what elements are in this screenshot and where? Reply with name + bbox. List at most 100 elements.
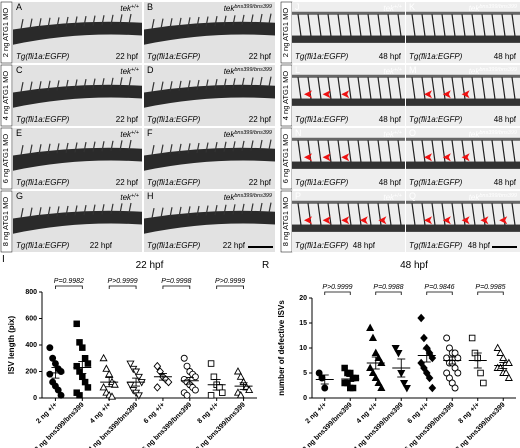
isv — [74, 16, 78, 27]
arrowhead — [499, 216, 508, 225]
arrowhead — [461, 153, 470, 162]
genotype-label: tekbns399/bns399 — [469, 193, 517, 202]
isv — [178, 80, 182, 91]
isv — [38, 207, 42, 218]
row-label: 2 ng ATG1 MO — [281, 8, 290, 58]
data-point — [501, 368, 511, 376]
arrowhead — [359, 216, 368, 225]
transgene-label: Tg(fli1a:EGFP) — [295, 241, 349, 250]
x-tick-label: 6 ng +/+ — [406, 401, 430, 425]
genotype: +/+ — [131, 4, 140, 10]
gene: tek — [120, 193, 132, 202]
isv — [56, 80, 60, 91]
isv — [481, 77, 486, 100]
data-point — [420, 363, 428, 373]
transgene-label: Tg(fli1a:EGFP) — [16, 178, 70, 187]
isv — [441, 77, 446, 100]
arrowhead — [442, 153, 451, 162]
arrowhead — [378, 216, 387, 225]
transgene-label: Tg(fli1a:EGFP) — [147, 115, 201, 124]
stage-label: 22 hpf — [223, 241, 246, 250]
data-point — [233, 367, 243, 375]
isv — [38, 144, 42, 155]
data-point — [428, 353, 437, 363]
vessel-band — [406, 74, 520, 78]
isv — [47, 206, 51, 217]
isv — [101, 15, 105, 26]
p-value: P>0.9999 — [215, 278, 245, 285]
genotype: +/+ — [394, 4, 403, 10]
data-point — [394, 350, 403, 358]
transgene-label: Tg(fli1a:EGFP) — [295, 52, 349, 61]
panel-letter: M — [409, 65, 417, 75]
isv — [441, 140, 446, 163]
y-tick-label: 800 — [25, 289, 37, 296]
stage-label: 48 hpf — [379, 115, 402, 124]
gene: tek — [224, 67, 236, 76]
genotype: +/+ — [394, 193, 403, 199]
isv — [250, 203, 254, 214]
panel-letter: F — [147, 128, 153, 138]
isv — [511, 203, 516, 226]
isv — [119, 14, 123, 25]
comparison-bracket — [162, 285, 191, 289]
data-point — [207, 360, 215, 367]
genotype-label: tekbns399/bns399 — [224, 193, 272, 202]
isv — [259, 76, 263, 88]
genotype-label: tekbns399/bns399 — [469, 67, 517, 76]
isv — [187, 17, 191, 28]
isv — [481, 140, 486, 163]
isv — [205, 205, 209, 216]
arrowhead — [442, 90, 451, 99]
data-point — [191, 373, 199, 381]
isv — [481, 14, 486, 37]
genotype: +/+ — [131, 67, 140, 73]
isv — [451, 77, 456, 100]
x-tick-label: 2 ng +/+ — [35, 401, 59, 425]
data-point — [46, 370, 54, 378]
data-point — [318, 374, 326, 382]
panel-letter: C — [16, 65, 23, 75]
data-point — [134, 373, 143, 382]
arrowhead — [442, 216, 451, 225]
isv — [327, 77, 332, 100]
arrowhead — [424, 90, 432, 99]
stage-label: 22 hpf — [116, 178, 139, 187]
transgene-label: Tg(fli1a:EGFP) — [16, 52, 70, 61]
isv — [411, 140, 416, 163]
isv — [387, 77, 392, 100]
transgene-label: Tg(fli1a:EGFP) — [16, 115, 70, 124]
comparison-bracket — [375, 291, 402, 295]
isv — [259, 139, 263, 151]
isv — [65, 79, 69, 91]
p-value: P>0.9999 — [322, 284, 352, 291]
vessel-band — [144, 147, 275, 171]
data-point — [425, 373, 434, 383]
stage-label: 22 hpf — [116, 52, 139, 61]
vessel-band — [406, 200, 520, 204]
x-tick-label: 4 ng +/+ — [89, 401, 113, 425]
isv — [160, 144, 164, 155]
row-label: 4 ng ATG1 MO — [1, 71, 10, 121]
isv — [327, 140, 332, 163]
isv — [83, 204, 87, 216]
gene: tek — [120, 130, 132, 139]
isv — [397, 203, 402, 226]
row-label-box — [0, 127, 13, 190]
stage-label: 48 hpf — [379, 52, 402, 61]
data-point — [99, 353, 108, 362]
vessel-band — [144, 21, 275, 45]
genotype-label: tekbns399/bns399 — [224, 67, 272, 76]
arrowhead — [341, 90, 350, 99]
stage-label: 48 hpf — [379, 178, 402, 187]
isv — [196, 79, 200, 91]
genotype-label: tek+/+ — [383, 130, 402, 139]
data-point — [366, 323, 375, 331]
isv — [367, 203, 372, 226]
isv — [83, 15, 87, 27]
genotype-label: tek+/+ — [120, 193, 139, 202]
isv — [187, 80, 191, 91]
vessel-band — [406, 137, 520, 141]
isv — [119, 77, 123, 88]
data-point — [428, 383, 437, 393]
